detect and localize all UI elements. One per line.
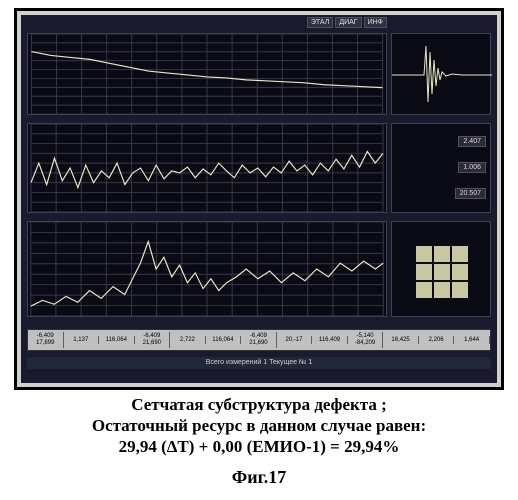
- caption-line-1: Сетчатая субструктура дефекта ;: [0, 394, 518, 415]
- side-readout-panel: 2.407 1.006 20.507: [391, 123, 491, 213]
- readbar-cell: -6,40917,899: [28, 332, 64, 347]
- inf-button[interactable]: ИНФ: [364, 17, 387, 28]
- readout-3: 20.507: [455, 188, 486, 199]
- readbar-cell: -6,40921,690: [135, 332, 171, 347]
- status-bar: Всего измерений 1 Текущее № 1: [27, 357, 491, 369]
- chart-bottom: [27, 221, 387, 317]
- grid-3x3: [416, 246, 468, 298]
- grid-cell: [452, 246, 468, 262]
- grid-cell: [452, 264, 468, 280]
- diag-button[interactable]: ДИАГ: [335, 17, 361, 28]
- grid-cell: [434, 264, 450, 280]
- readbar-cell: 116,409: [312, 336, 348, 345]
- readbar-cell: 2,722: [170, 336, 206, 345]
- chart-top: [27, 33, 387, 115]
- side-grid-panel: [391, 221, 491, 317]
- readout-2: 1.006: [458, 162, 486, 173]
- readbar-cell: 116,064: [99, 336, 135, 345]
- readout-1: 2.407: [458, 136, 486, 147]
- readbar-cell: -6,40921,690: [241, 332, 277, 347]
- grid-cell: [416, 246, 432, 262]
- grid-cell: [416, 264, 432, 280]
- caption-line-2: Остаточный ресурс в данном случае равен:: [0, 415, 518, 436]
- app-frame: ЭТАЛ ДИАГ ИНФ 2.407 1.006 20.507 -6,4091…: [14, 8, 504, 390]
- app-inner: ЭТАЛ ДИАГ ИНФ 2.407 1.006 20.507 -6,4091…: [21, 15, 497, 383]
- readbar-cell: 1,644: [454, 336, 490, 345]
- chart-mid: [27, 123, 387, 213]
- figure-label: Фиг.17: [0, 466, 518, 489]
- waveform-display: [392, 34, 492, 116]
- top-button-bar: ЭТАЛ ДИАГ ИНФ: [307, 17, 387, 28]
- grid-cell: [434, 282, 450, 298]
- readbar-cell: 116,064: [206, 336, 242, 345]
- data-readout-bar: -6,40917,8991,137116,064-6,40921,6902,72…: [27, 329, 491, 351]
- readbar-cell: -5,140-84,209: [348, 332, 384, 347]
- caption-line-3: 29,94 (ΔТ) + 0,00 (ЕМИО-1) = 29,94%: [0, 436, 518, 457]
- etal-button[interactable]: ЭТАЛ: [307, 17, 334, 28]
- readbar-cell: 20,-17: [277, 336, 313, 345]
- side-waveform-panel: [391, 33, 491, 115]
- grid-cell: [416, 282, 432, 298]
- grid-cell: [452, 282, 468, 298]
- readbar-cell: 1,137: [64, 336, 100, 345]
- readbar-cell: 2,206: [419, 336, 455, 345]
- readbar-cell: 16,425: [383, 336, 419, 345]
- grid-cell: [434, 246, 450, 262]
